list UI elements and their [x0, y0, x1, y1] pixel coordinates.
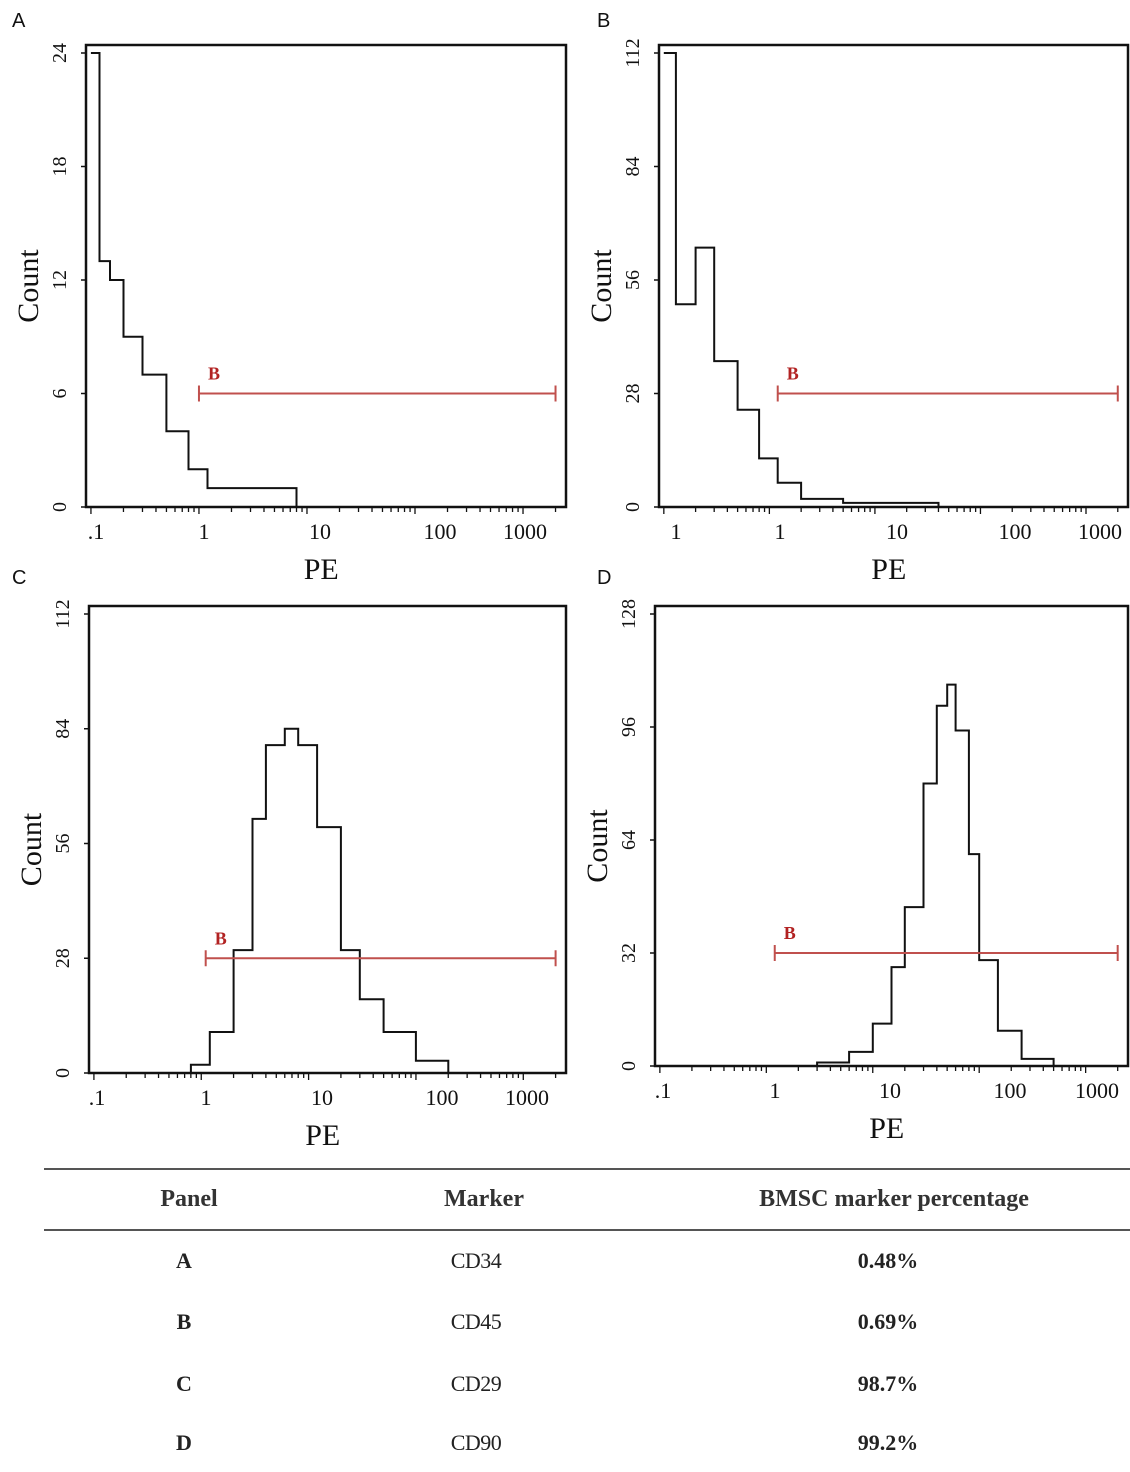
panel-letter-a: A: [12, 10, 26, 32]
gate-label-c: B: [215, 928, 227, 948]
table-row-d-marker: CD90: [450, 1430, 502, 1455]
table-top-rule: [44, 1168, 1130, 1170]
table-row-d-panel: D: [176, 1430, 192, 1455]
x-axis-label-b: PE: [871, 553, 906, 586]
x-tick-label-c-0: .1: [89, 1085, 106, 1110]
table-header-percentage: BMSC marker percentage: [759, 1186, 1029, 1212]
y-tick-label-b-1: 28: [622, 384, 644, 404]
plot-frame-a: [84, 43, 568, 509]
table-row-a-percentage: 0.48%: [857, 1248, 919, 1273]
x-tick-label-d-4: 1000: [1075, 1078, 1119, 1103]
x-tick-label-d-0: .1: [655, 1078, 672, 1103]
y-tick-label-d-0: 0: [618, 1061, 640, 1071]
y-tick-label-d-4: 128: [618, 599, 640, 629]
y-tick-label-a-3: 18: [49, 157, 71, 177]
plot-frame-d: [653, 604, 1130, 1068]
x-tick-label-d-2: 10: [879, 1078, 901, 1103]
gate-label-b: B: [787, 364, 799, 384]
x-tick-label-a-1: 1: [199, 519, 210, 544]
x-tick-label-b-3: 100: [999, 519, 1032, 544]
y-axis-label-a: Count: [12, 249, 45, 323]
x-tick-label-a-0: .1: [88, 519, 105, 544]
plot-frame-b: [657, 43, 1130, 509]
x-tick-label-b-4: 1000: [1078, 519, 1122, 544]
table-row-a-marker: CD34: [450, 1248, 502, 1273]
y-axis-label-d: Count: [581, 809, 614, 883]
y-axis-label-b: Count: [585, 249, 618, 323]
x-tick-label-c-2: 10: [311, 1085, 333, 1110]
y-tick-label-b-4: 112: [622, 38, 644, 67]
histogram-series-a: [90, 52, 298, 507]
table-row-c-panel: C: [176, 1371, 192, 1396]
y-tick-label-c-2: 56: [52, 834, 74, 854]
x-tick-label-d-3: 100: [994, 1078, 1027, 1103]
panel-letter-d: D: [597, 567, 612, 589]
table-row-a-panel: A: [176, 1248, 192, 1273]
histogram-series-c: [168, 727, 450, 1074]
x-tick-label-a-2: 10: [309, 519, 331, 544]
x-tick-label-c-1: 1: [201, 1085, 212, 1110]
panel-letter-c: C: [12, 567, 27, 589]
y-tick-label-a-4: 24: [49, 43, 71, 63]
table-row-c-percentage: 98.7%: [857, 1371, 919, 1396]
panel-letter-b: B: [597, 10, 611, 32]
x-axis-label-a: PE: [304, 553, 339, 586]
histogram-series-b: [663, 52, 940, 507]
y-tick-label-d-1: 32: [618, 943, 640, 963]
y-axis-label-c: Count: [15, 812, 48, 886]
y-tick-label-c-4: 112: [52, 599, 74, 628]
table-row-b-percentage: 0.69%: [857, 1309, 919, 1334]
table-header-panel: Panel: [160, 1186, 218, 1212]
x-tick-label-b-1: 1: [775, 519, 786, 544]
y-tick-label-b-0: 0: [622, 502, 644, 512]
y-tick-label-b-2: 56: [622, 270, 644, 290]
x-tick-label-d-1: 1: [770, 1078, 781, 1103]
x-axis-label-c: PE: [305, 1119, 340, 1152]
y-tick-label-a-1: 6: [49, 389, 71, 399]
y-tick-label-d-2: 64: [618, 830, 640, 850]
table-row-c-marker: CD29: [450, 1371, 502, 1396]
y-tick-label-d-3: 96: [618, 717, 640, 737]
gate-label-a: B: [208, 364, 220, 384]
table-row-d-percentage: 99.2%: [857, 1430, 919, 1455]
y-tick-label-a-0: 0: [49, 502, 71, 512]
y-tick-label-c-0: 0: [52, 1068, 74, 1078]
y-tick-label-a-2: 12: [49, 270, 71, 290]
table-header-marker: Marker: [444, 1186, 524, 1212]
y-tick-label-c-3: 84: [52, 719, 74, 739]
table-row-b-panel: B: [176, 1309, 192, 1334]
histogram-series-d: [766, 683, 1055, 1067]
plot-frame-c: [87, 604, 568, 1075]
table-row-b-marker: CD45: [450, 1309, 502, 1334]
table-header-rule: [44, 1229, 1130, 1231]
gate-label-d: B: [784, 923, 796, 943]
y-tick-label-c-1: 28: [52, 948, 74, 968]
x-tick-label-b-2: 10: [886, 519, 908, 544]
x-tick-label-a-3: 100: [424, 519, 457, 544]
x-axis-label-d: PE: [869, 1112, 904, 1145]
x-tick-label-c-4: 1000: [505, 1085, 549, 1110]
y-tick-label-b-3: 84: [622, 157, 644, 177]
x-tick-label-c-3: 100: [426, 1085, 459, 1110]
x-tick-label-b-0: 1: [671, 519, 682, 544]
x-tick-label-a-4: 1000: [503, 519, 547, 544]
